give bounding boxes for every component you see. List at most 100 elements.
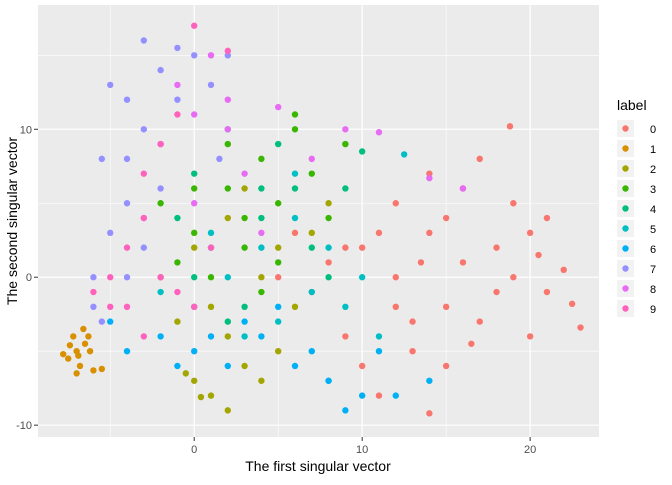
- legend-marker: [622, 125, 629, 132]
- point-label-1: [70, 333, 77, 340]
- legend-marker: [622, 265, 629, 272]
- point-label-9: [191, 22, 198, 29]
- point-label-2: [325, 200, 332, 207]
- point-label-3: [274, 259, 282, 266]
- point-label-3: [308, 170, 315, 177]
- point-label-0: [442, 214, 450, 222]
- point-label-7: [123, 200, 131, 207]
- point-label-9: [140, 214, 148, 222]
- legend-label: 3: [650, 184, 656, 196]
- point-label-7: [140, 126, 148, 133]
- point-label-2: [197, 393, 205, 401]
- point-label-6: [274, 303, 282, 311]
- point-label-8: [174, 81, 181, 89]
- point-label-3: [342, 140, 349, 148]
- point-label-8: [258, 229, 265, 237]
- point-label-6: [426, 377, 433, 384]
- legend: label 0 1 2 3 4 5 6 7 8 9: [617, 97, 656, 317]
- point-label-2: [291, 303, 299, 311]
- point-label-3: [191, 185, 198, 192]
- point-label-1: [75, 352, 82, 359]
- point-label-6: [291, 362, 299, 370]
- point-label-7: [98, 155, 106, 163]
- point-label-8: [308, 155, 315, 163]
- point-label-6: [358, 392, 366, 399]
- point-label-8: [224, 96, 231, 103]
- point-label-2: [191, 377, 198, 384]
- point-label-2: [182, 370, 190, 377]
- point-label-0: [342, 244, 349, 251]
- point-label-2: [274, 347, 282, 355]
- point-label-8: [274, 103, 282, 111]
- point-label-0: [291, 229, 299, 237]
- point-label-2: [191, 244, 198, 251]
- point-label-4: [325, 274, 332, 281]
- points: [59, 22, 584, 417]
- point-label-7: [191, 52, 198, 59]
- point-label-0: [459, 259, 467, 266]
- legend-marker: [622, 225, 629, 232]
- point-label-3: [241, 214, 248, 222]
- point-label-6: [107, 318, 114, 325]
- x-tick-label: 20: [524, 444, 536, 456]
- point-label-2: [174, 318, 181, 325]
- point-label-6: [241, 318, 248, 325]
- point-label-0: [526, 333, 534, 340]
- legend-title: label: [617, 97, 647, 113]
- point-label-7: [107, 81, 114, 89]
- legend-marker: [622, 145, 629, 152]
- point-label-1: [90, 367, 97, 374]
- point-label-7: [90, 274, 97, 281]
- point-label-4: [308, 244, 315, 251]
- point-label-9: [157, 274, 164, 281]
- point-label-8: [224, 126, 231, 133]
- point-label-2: [207, 303, 215, 311]
- point-label-9: [224, 47, 231, 55]
- x-tick-label: 0: [191, 444, 197, 456]
- point-label-5: [400, 151, 408, 158]
- point-label-1: [85, 333, 92, 340]
- point-label-8: [191, 200, 198, 207]
- x-axis-title: The first singular vector: [245, 458, 391, 474]
- point-label-2: [258, 377, 265, 384]
- point-label-6: [392, 392, 399, 399]
- point-label-5: [258, 244, 265, 251]
- point-label-6: [191, 347, 198, 355]
- point-label-3: [207, 274, 215, 281]
- point-label-0: [392, 274, 399, 281]
- point-label-3: [291, 111, 299, 118]
- point-label-7: [207, 81, 215, 89]
- point-label-3: [291, 126, 299, 133]
- point-label-7: [123, 96, 131, 103]
- point-label-3: [258, 288, 265, 296]
- point-label-4: [191, 274, 198, 281]
- point-label-0: [493, 244, 500, 251]
- point-label-4: [274, 140, 282, 148]
- point-label-0: [476, 155, 483, 163]
- point-label-3: [224, 185, 231, 192]
- point-label-5: [157, 288, 164, 296]
- point-label-5: [358, 274, 366, 281]
- point-label-0: [409, 347, 416, 355]
- point-label-3: [191, 229, 198, 237]
- point-label-7: [140, 37, 148, 44]
- point-label-4: [174, 214, 181, 222]
- point-label-2: [241, 362, 248, 370]
- point-label-0: [274, 274, 282, 281]
- point-label-6: [224, 362, 231, 370]
- point-label-9: [174, 111, 181, 118]
- point-label-0: [560, 266, 567, 274]
- point-label-4: [191, 170, 198, 177]
- point-label-7: [107, 229, 114, 237]
- point-label-9: [107, 274, 114, 281]
- grid: [38, 5, 599, 437]
- legend-label: 4: [650, 204, 656, 216]
- point-label-9: [90, 288, 97, 296]
- point-label-0: [409, 318, 416, 325]
- axes: 0 10 20 -10 0 10: [16, 124, 536, 456]
- legend-label: 8: [650, 284, 656, 296]
- point-label-2: [224, 407, 231, 414]
- point-label-0: [426, 170, 433, 177]
- legend-label: 1: [650, 144, 656, 156]
- point-label-2: [207, 392, 215, 399]
